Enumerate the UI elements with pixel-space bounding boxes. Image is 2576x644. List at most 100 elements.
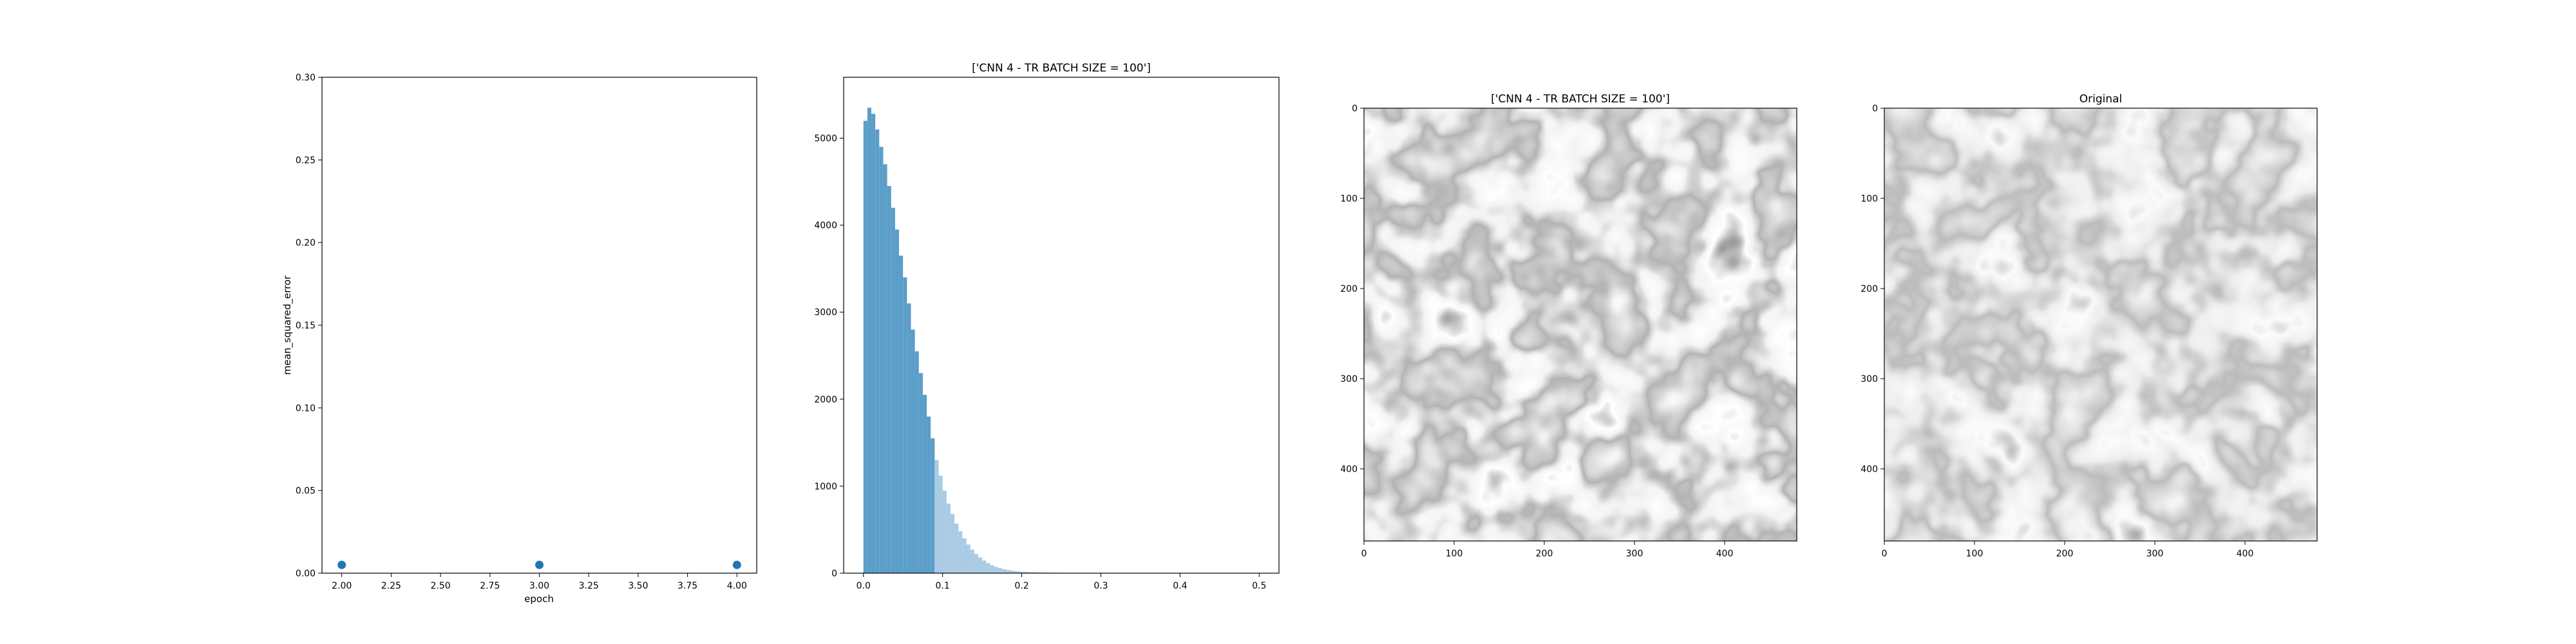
y-tick-label: 400 bbox=[1340, 464, 1358, 475]
histogram-bar bbox=[962, 538, 967, 573]
plot-area bbox=[322, 77, 757, 573]
histogram-bar bbox=[1021, 571, 1030, 573]
axis-ticks: 2.00 2.25 2.50 2.75 3.00 3.25 3.50 3.75 4.00 0.00… bbox=[296, 73, 747, 591]
y-tick-label: 400 bbox=[1861, 464, 1878, 475]
mse-scatter-chart: 2.00 2.25 2.50 2.75 3.00 3.25 3.50 3.75 4.00 0.00… bbox=[281, 73, 757, 605]
histogram-bar bbox=[938, 475, 943, 573]
x-tick-label: 400 bbox=[2237, 549, 2254, 559]
histogram-bar bbox=[994, 567, 998, 573]
histogram-bar bbox=[946, 503, 951, 573]
image-frame bbox=[1363, 108, 1797, 542]
histogram-bar bbox=[927, 416, 931, 573]
x-tick-label: 400 bbox=[1716, 549, 1734, 559]
data-points bbox=[337, 560, 741, 569]
x-tick-label: 0.1 bbox=[936, 581, 950, 591]
x-tick-label: 0.2 bbox=[1014, 581, 1028, 591]
axis-ticks: 0.0 0.1 0.2 0.3 0.4 0.5 0 1000 2000 3000 4000 5000 bbox=[814, 134, 1266, 591]
x-tick-label: 0.0 bbox=[857, 581, 871, 591]
scatter-point bbox=[535, 560, 544, 569]
y-tick-label: 1000 bbox=[814, 482, 837, 492]
histogram-bar bbox=[907, 303, 911, 573]
x-tick-label: 300 bbox=[2146, 549, 2164, 559]
y-tick-label: 0.05 bbox=[296, 486, 316, 497]
histogram-bar bbox=[914, 351, 919, 573]
x-tick-label: 2.00 bbox=[332, 581, 352, 591]
histogram-bar bbox=[974, 554, 978, 573]
x-tick-label: 0.5 bbox=[1252, 581, 1266, 591]
histogram-bar bbox=[990, 565, 994, 573]
histogram-bar bbox=[895, 229, 900, 573]
y-tick-label: 100 bbox=[1861, 194, 1878, 204]
histogram-bar bbox=[1014, 571, 1018, 573]
histogram-bar bbox=[934, 460, 939, 573]
x-tick-label: 2.50 bbox=[431, 581, 451, 591]
y-tick-label: 200 bbox=[1340, 284, 1358, 294]
y-tick-label: 0.20 bbox=[296, 238, 316, 249]
scatter-point bbox=[337, 560, 346, 569]
histogram-bar bbox=[891, 207, 895, 573]
histogram-bar bbox=[1010, 570, 1014, 573]
original-image-panel: 0 100 200 300 400 0 100 200 300 400 Original bbox=[1861, 93, 2318, 559]
x-tick-label: 3.00 bbox=[529, 581, 549, 591]
axis-ticks: 0 100 200 300 400 0 100 200 300 400 bbox=[1861, 104, 2253, 559]
y-tick-label: 300 bbox=[1861, 374, 1878, 384]
y-tick-label: 0 bbox=[831, 569, 837, 579]
axis-ticks: 0 100 200 300 400 0 100 200 300 400 bbox=[1340, 104, 1733, 559]
histogram-bar bbox=[966, 544, 971, 573]
histogram-bar bbox=[863, 120, 867, 574]
x-tick-label: 0.3 bbox=[1094, 581, 1108, 591]
histogram-bars bbox=[863, 108, 1101, 574]
y-tick-label: 3000 bbox=[814, 308, 837, 318]
y-tick-label: 0.15 bbox=[296, 321, 316, 331]
histogram-bar bbox=[978, 557, 983, 573]
x-tick-label: 100 bbox=[1966, 549, 1984, 559]
original-granulation-image bbox=[1884, 108, 2317, 541]
x-tick-label: 200 bbox=[1536, 549, 1553, 559]
histogram-bar bbox=[931, 438, 935, 573]
histogram-bar bbox=[942, 490, 947, 573]
image-title: Original bbox=[2079, 93, 2123, 106]
histogram-bar bbox=[1001, 569, 1006, 573]
histogram-bar bbox=[918, 373, 923, 573]
histogram-bar bbox=[982, 560, 987, 573]
histogram-bar bbox=[970, 549, 974, 573]
histogram-bar bbox=[911, 329, 915, 573]
histogram-bar bbox=[986, 563, 990, 573]
y-tick-label: 0.10 bbox=[296, 403, 316, 413]
y-tick-label: 4000 bbox=[814, 221, 837, 231]
x-tick-label: 0 bbox=[1361, 549, 1367, 559]
x-tick-label: 3.25 bbox=[579, 581, 599, 591]
x-tick-label: 300 bbox=[1626, 549, 1643, 559]
y-tick-label: 0 bbox=[1872, 104, 1878, 114]
y-tick-label: 200 bbox=[1861, 284, 1878, 294]
x-tick-label: 2.25 bbox=[381, 581, 401, 591]
x-tick-label: 3.50 bbox=[628, 581, 648, 591]
y-axis-label: mean_squared_error bbox=[281, 275, 294, 375]
x-tick-label: 3.75 bbox=[677, 581, 697, 591]
histogram-bar bbox=[879, 147, 884, 573]
image-title: ['CNN 4 - TR BATCH SIZE = 100'] bbox=[1491, 93, 1670, 106]
histogram-bar bbox=[922, 395, 927, 573]
y-tick-label: 0.00 bbox=[296, 569, 316, 579]
y-tick-label: 100 bbox=[1340, 194, 1358, 204]
y-tick-label: 5000 bbox=[814, 134, 837, 144]
x-tick-label: 100 bbox=[1446, 549, 1463, 559]
histogram-bar bbox=[1018, 571, 1022, 573]
histogram-bar bbox=[887, 185, 891, 574]
histogram-bar bbox=[950, 514, 955, 573]
histogram-bar bbox=[998, 568, 1002, 573]
axes-frame bbox=[321, 77, 757, 574]
y-tick-label: 0.30 bbox=[296, 73, 316, 83]
predicted-granulation-image bbox=[1364, 108, 1797, 541]
histogram-bar bbox=[875, 129, 880, 574]
error-histogram-chart: 0.0 0.1 0.2 0.3 0.4 0.5010002000300040005000 … bbox=[814, 62, 1280, 591]
x-tick-label: 4.00 bbox=[727, 581, 747, 591]
y-tick-label: 0 bbox=[1352, 104, 1358, 114]
x-tick-label: 0.4 bbox=[1173, 581, 1187, 591]
histogram-bar bbox=[1005, 570, 1010, 573]
x-tick-label: 2.75 bbox=[480, 581, 500, 591]
axes-frame bbox=[843, 77, 1280, 574]
y-tick-label: 0.25 bbox=[296, 155, 316, 166]
histogram-bar bbox=[883, 164, 887, 574]
